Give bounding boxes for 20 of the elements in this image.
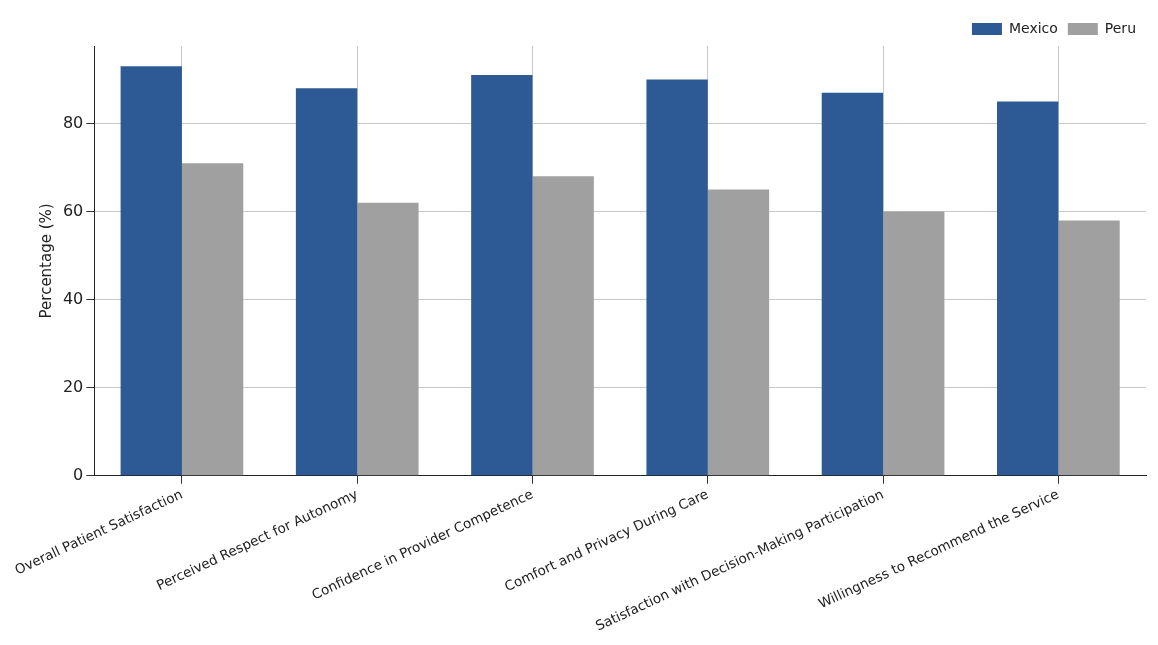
bar [1058,220,1120,476]
legend-label: Mexico [1008,19,1058,36]
bar [883,211,945,476]
y-tick-label: 80 [62,112,84,132]
bar [120,66,182,476]
bar [821,92,884,476]
bar [357,202,419,476]
y-axis-title: Percentage (%) [36,203,55,319]
y-tick-label: 20 [62,376,84,396]
bar [295,88,358,476]
bar [707,189,770,476]
bar [997,101,1059,476]
bar [646,79,708,476]
bar [181,163,244,476]
y-tick-label: 40 [62,288,84,308]
y-tick-label: 60 [62,200,84,220]
bar [471,75,533,476]
legend-label: Peru [1104,19,1136,36]
bar [532,176,594,476]
y-tick-label: 0 [73,464,84,484]
